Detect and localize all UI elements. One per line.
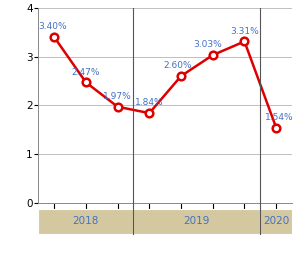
- Text: 1.54%: 1.54%: [265, 113, 294, 122]
- Text: 1.84%: 1.84%: [135, 98, 164, 107]
- FancyBboxPatch shape: [260, 209, 292, 234]
- Text: 2019: 2019: [184, 216, 210, 226]
- Text: 2020: 2020: [263, 216, 289, 226]
- Text: 3.03%: 3.03%: [194, 40, 222, 49]
- FancyBboxPatch shape: [133, 209, 260, 234]
- Text: 2.60%: 2.60%: [163, 61, 192, 70]
- Text: 2018: 2018: [73, 216, 99, 226]
- Text: 3.40%: 3.40%: [38, 22, 67, 31]
- FancyBboxPatch shape: [38, 209, 133, 234]
- Text: 2.47%: 2.47%: [72, 68, 100, 76]
- Text: 1.97%: 1.97%: [103, 92, 132, 101]
- Text: 3.31%: 3.31%: [230, 27, 259, 36]
